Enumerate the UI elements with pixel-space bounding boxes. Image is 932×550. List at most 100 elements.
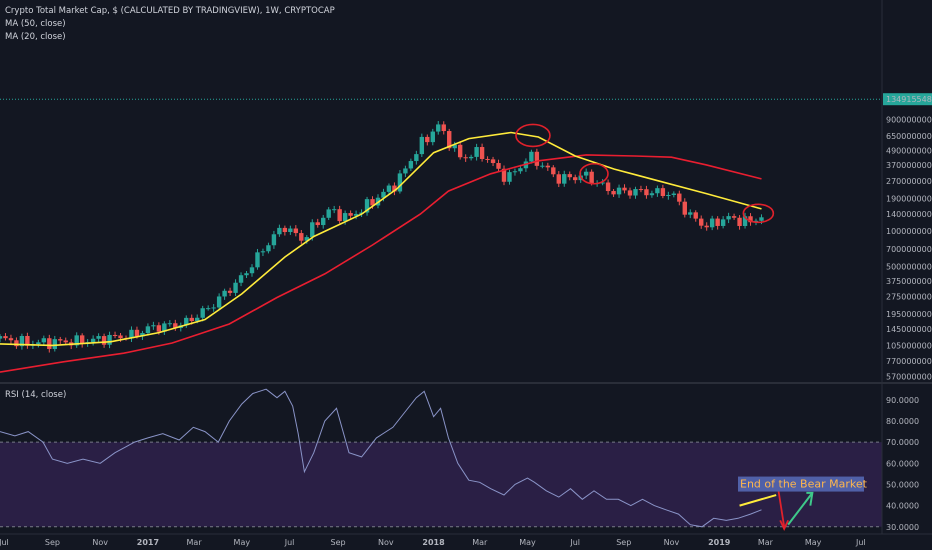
candle-body	[134, 329, 140, 337]
candle-body	[282, 227, 288, 233]
candle-body	[14, 340, 19, 347]
candle-body	[655, 188, 660, 194]
candle-body	[63, 340, 68, 343]
price-tick-label: 1450000000	[886, 325, 932, 334]
time-tick-label: Jul	[0, 538, 9, 547]
candle-body	[501, 168, 507, 182]
candle-body	[90, 338, 96, 343]
candle-body	[682, 201, 687, 215]
candle-body	[79, 335, 85, 344]
candle-body	[583, 171, 589, 176]
candle-body	[688, 212, 693, 215]
time-tick-label: Mar	[472, 538, 488, 547]
candle-body	[195, 317, 200, 322]
price-tick-label: 65000000000	[886, 132, 932, 141]
candle-body	[129, 329, 134, 339]
price-tick-label: 1950000000	[886, 310, 932, 319]
time-tick-label: Mar	[187, 538, 203, 547]
candle-body	[227, 290, 233, 293]
candle-body	[145, 326, 151, 334]
candle-body	[408, 161, 414, 169]
time-tick-label: May	[234, 538, 251, 547]
rsi-arrow-up-head	[806, 491, 814, 506]
candle-body	[315, 222, 320, 226]
candle-body	[52, 339, 57, 349]
candle-body	[271, 234, 277, 246]
candle-body	[507, 172, 512, 182]
candle-body	[156, 325, 162, 332]
candle-body	[200, 308, 205, 318]
circle-annotation-may	[515, 123, 551, 148]
time-tick-label: Jul	[284, 538, 295, 547]
price-tick-label: 19000000000	[886, 195, 932, 204]
time-tick-label: May	[805, 538, 822, 547]
candle-body	[348, 213, 353, 216]
candle-body	[545, 165, 551, 168]
candle-body	[74, 335, 79, 346]
annotation-note-text: End of the Bear Market	[740, 478, 868, 491]
candle-body	[211, 307, 216, 309]
candle-body	[326, 209, 331, 218]
candle-body	[496, 163, 501, 169]
time-tick-label: May	[519, 538, 536, 547]
candle-body	[671, 193, 677, 195]
price-tick-label: 570000000	[886, 372, 932, 381]
candle-body	[414, 154, 419, 162]
candle-body	[205, 308, 211, 310]
candle-body	[184, 317, 189, 326]
candle-body	[255, 252, 260, 268]
time-tick-label: Nov	[378, 538, 394, 547]
time-tick-label: Nov	[664, 538, 680, 547]
price-tick-label: 49000000000	[886, 147, 932, 156]
candle-body	[304, 237, 309, 241]
candle-body	[96, 336, 101, 339]
candle-body	[485, 158, 490, 160]
candle-body	[277, 227, 282, 235]
candle-body	[677, 193, 682, 202]
candle-body	[41, 338, 47, 343]
candle-body	[616, 187, 622, 195]
candle-body	[364, 199, 370, 213]
candle-body	[25, 335, 30, 346]
candle-body	[8, 338, 14, 341]
candle-body	[353, 213, 359, 216]
circle-annotation-feb	[742, 203, 775, 224]
ma50-line	[0, 154, 762, 373]
candle-body	[512, 171, 518, 173]
candle-body	[666, 194, 671, 197]
current-price-label-bg	[883, 93, 932, 106]
candle-body	[0, 336, 3, 339]
price-tick-label: 37000000000	[886, 161, 932, 170]
candle-body	[19, 335, 25, 347]
candle-body	[238, 275, 244, 283]
candle-body	[249, 267, 255, 274]
candle-body	[244, 273, 249, 276]
candle-body	[715, 218, 720, 226]
price-tick-label: 770000000	[886, 357, 932, 366]
annotation-note-bg	[738, 476, 864, 492]
candle-body	[266, 245, 271, 252]
rsi-tick-label: 40.0000	[886, 502, 919, 511]
candle-body	[101, 336, 107, 345]
candle-body	[397, 173, 403, 192]
price-tick-label: 14000000000	[886, 210, 932, 219]
candle-body	[699, 218, 704, 226]
candle-body	[731, 216, 737, 218]
candle-body	[430, 131, 435, 143]
time-tick-label: Jul	[569, 538, 580, 547]
candle-body	[479, 147, 485, 159]
price-tick-label: 5000000000	[886, 262, 932, 271]
candle-body	[47, 338, 52, 349]
candle-body	[293, 228, 299, 234]
price-tick-label: 10000000000	[886, 227, 932, 236]
candle-body	[759, 217, 764, 221]
candle-body	[425, 136, 430, 143]
candle-body	[392, 185, 397, 192]
candle-body	[260, 251, 266, 253]
rsi-tick-label: 30.0000	[886, 523, 919, 532]
rsi-line	[0, 388, 762, 528]
candle-body	[600, 182, 605, 184]
candle-body	[709, 218, 715, 228]
